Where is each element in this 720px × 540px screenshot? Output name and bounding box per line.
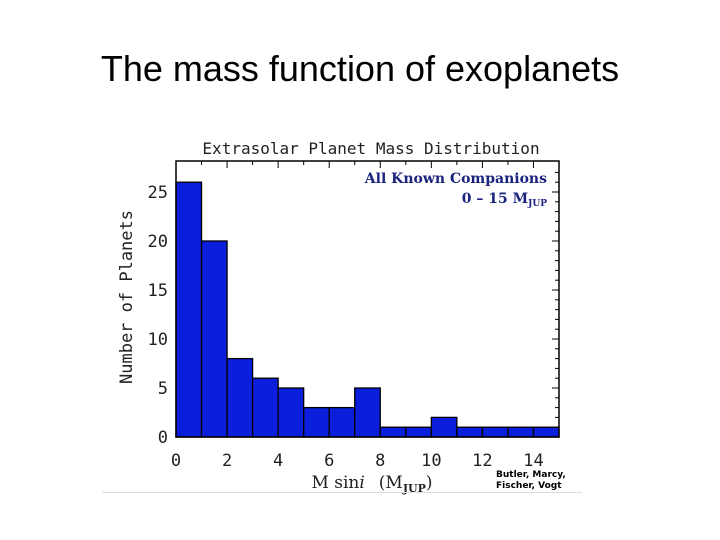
histogram-bar [379,426,407,438]
x-tick-label: 12 [472,451,492,471]
histogram-bar [532,426,560,438]
x-tick-label: 4 [273,451,283,471]
x-tick-label: 14 [523,451,543,471]
y-tick-label: 5 [158,379,168,399]
histogram-bar [507,426,535,438]
credit-text: Butler, Marcy, Fischer, Vogt [496,470,566,491]
histogram-bar [303,406,330,438]
slide-title: The mass function of exoplanets [100,48,620,89]
legend-annotation: All Known Companions [364,171,547,187]
chart-title: Extrasolar Planet Mass Distribution [202,139,539,158]
histogram-bar [354,387,381,438]
x-tick-label: 0 [171,451,181,471]
x-tick-label: 10 [421,451,441,471]
divider [102,492,582,493]
histogram-bar [405,426,432,438]
histogram-bar [328,406,356,438]
y-tick-label: 25 [148,183,168,203]
histogram-bar [481,426,509,438]
x-tick-label: 8 [375,451,385,471]
y-tick-label: 0 [158,428,168,448]
plot-frame [175,160,560,438]
y-axis-label: Number of Planets [117,210,137,384]
y-tick-label: 20 [148,232,168,252]
y-tick-label: 10 [148,330,168,350]
y-tick-label: 15 [148,281,168,301]
x-tick-label: 6 [324,451,334,471]
histogram-bar [226,357,254,438]
legend-range: 0 – 15 MJUP [462,191,547,209]
histogram-bar [251,377,279,438]
histogram-bar [430,416,458,438]
x-tick-label: 2 [222,451,232,471]
histogram-bar [200,240,228,438]
histogram-bar [456,426,484,438]
histogram-bar [277,387,305,438]
histogram-bar [175,181,203,438]
x-axis-label: M sini (MJUP) [311,473,432,495]
